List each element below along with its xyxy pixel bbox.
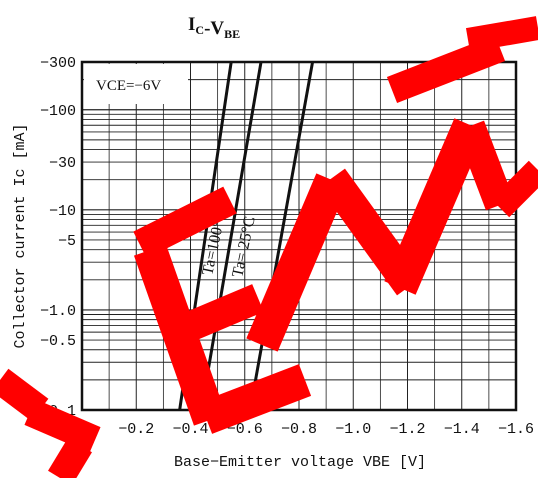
y-tick-label: −1.0 <box>40 303 76 320</box>
x-tick-label: −1.2 <box>389 421 425 438</box>
y-tick-label: −10 <box>49 203 76 220</box>
watermark-stroke <box>490 160 538 218</box>
watermark-stroke <box>48 437 92 478</box>
x-tick-label: −1.6 <box>498 421 534 438</box>
watermark-stroke <box>384 118 486 295</box>
watermark-stroke <box>133 186 237 259</box>
watermark-stroke <box>176 284 264 344</box>
x-tick-label: −0.6 <box>227 421 263 438</box>
chart-title-text: IC-VBE <box>188 14 240 41</box>
plot-frame <box>80 60 518 412</box>
series-line-1 <box>199 61 263 411</box>
watermark-stroke <box>465 16 538 52</box>
y-tick-label: −30 <box>49 155 76 172</box>
title-sub-part: BE <box>224 27 240 41</box>
condition-box <box>84 64 188 104</box>
watermark-stroke <box>246 173 348 352</box>
y-axis-label: Collector current Ic [mA] <box>12 123 29 348</box>
title-sub-part: C <box>195 23 204 37</box>
x-tick-label: −0.4 <box>172 421 208 438</box>
watermark-stroke <box>386 34 506 104</box>
watermark-stroke <box>24 399 101 453</box>
x-tick-label: −0.8 <box>281 421 317 438</box>
y-tick-label: −0.5 <box>40 333 76 350</box>
watermark-stroke <box>133 244 227 426</box>
watermark <box>0 16 538 478</box>
title-main-part: I <box>188 14 195 35</box>
watermark-stroke <box>199 364 312 434</box>
y-tick-label: −5 <box>58 233 76 250</box>
chart-title: IC-VBE <box>188 14 240 41</box>
condition-label: VCE=−6V <box>96 78 161 94</box>
x-tick-label: −1.0 <box>335 421 371 438</box>
x-tick-label: −0.2 <box>118 421 154 438</box>
watermark-stroke <box>455 120 515 211</box>
series-line-2 <box>248 61 315 411</box>
y-tick-label: −300 <box>40 55 76 72</box>
title-main-part: -V <box>204 18 224 39</box>
x-axis-label: Base−Emitter voltage VBE [V] <box>174 454 426 471</box>
x-tick-label: −1.4 <box>444 421 480 438</box>
y-tick-label: −100 <box>40 103 76 120</box>
